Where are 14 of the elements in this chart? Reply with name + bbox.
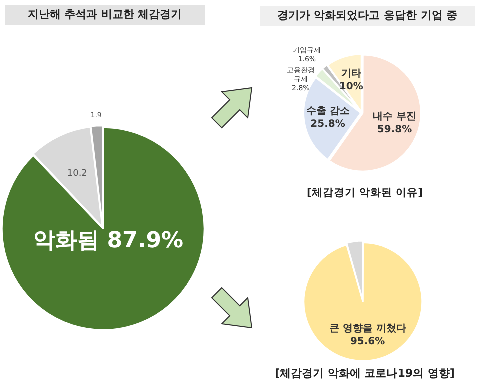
text: [체감경기 악화에 코로나19의 영향]	[274, 366, 456, 382]
slice-label: 기타	[341, 68, 362, 80]
chart-title: 지난해 추석과 비교한 체감경기	[5, 5, 205, 25]
slice-label: 내수 부진	[372, 112, 416, 123]
data-label: 95.6%	[350, 336, 386, 348]
data-label: 25.8%	[310, 119, 346, 130]
chart-title: 경기가 악화되었다고 응답한 기업 중	[260, 6, 475, 26]
slice-label: 악화됨 87.9%	[34, 228, 184, 254]
text: [체감경기 악화된 이유]	[306, 186, 424, 200]
data-label: 10%	[339, 81, 364, 92]
data-label: 10.2	[67, 168, 88, 179]
slice-label: 큰 영향을 끼쳤다	[329, 324, 406, 335]
slice-label: 수출 감소	[306, 106, 350, 118]
data-label: 59.8%	[377, 124, 412, 136]
